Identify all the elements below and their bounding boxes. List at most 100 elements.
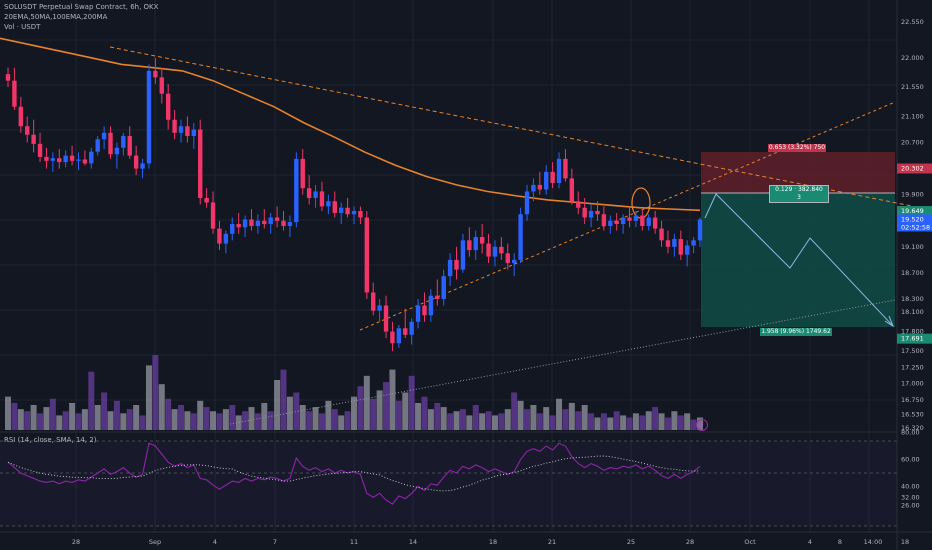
candle-body [390, 331, 395, 344]
volume-bar [479, 413, 486, 430]
volume-bar [427, 409, 434, 430]
candle-body [697, 219, 703, 241]
volume-bar [261, 402, 268, 430]
entry-label[interactable]: 0.129 · 382.840 3 [769, 185, 829, 203]
candle-body [101, 132, 107, 140]
time-tick-label: 18 [489, 538, 497, 546]
candle-body [153, 70, 158, 78]
candle-body [428, 295, 434, 316]
take-profit-label[interactable]: 1.958 (9.96%) 1749.62 [760, 328, 832, 336]
candle-body [652, 217, 658, 229]
volume-bar [453, 411, 460, 430]
volume-bar [639, 415, 646, 430]
candle-body [550, 171, 555, 183]
entry-price-tag: 19.649 [901, 207, 924, 215]
ema100-line [0, 37, 701, 212]
volume-bar [485, 411, 492, 430]
volume-bar [318, 413, 325, 430]
volume-bar [568, 402, 575, 430]
candle-body [691, 240, 696, 246]
current-price-tag: 19.520 [901, 215, 924, 223]
rsi-sma-line [7, 455, 701, 492]
candle-body [499, 246, 504, 254]
price-tick-label: 20.700 [901, 139, 924, 147]
candle-body [556, 158, 562, 183]
volume-bar [575, 411, 582, 430]
volume-bar [203, 407, 210, 430]
candle-body [287, 222, 293, 226]
volume-bar [383, 382, 390, 430]
volume-bar [658, 413, 665, 430]
volume-bar [312, 407, 319, 430]
time-tick-label: 21 [548, 538, 556, 546]
volume-bar [459, 409, 466, 430]
price-tick-label: 18.300 [901, 295, 924, 303]
candle-body [422, 305, 427, 316]
candle-body [210, 202, 216, 229]
entry-label-line-1: 0.129 · 382.840 [775, 186, 823, 193]
candle-body [582, 207, 587, 218]
volume-bar [524, 409, 530, 430]
volume-bar [434, 402, 441, 430]
volume-bar [75, 413, 82, 430]
volume-bar [56, 415, 63, 430]
volume-bar [229, 405, 236, 430]
candle-body [524, 191, 530, 215]
candle-body [518, 214, 523, 260]
candle-body [486, 243, 491, 257]
volume-bar [671, 411, 678, 430]
projection-arrow [704, 193, 894, 327]
candle-body [306, 188, 312, 198]
candle-body [121, 136, 126, 148]
candle-body [640, 215, 645, 226]
volume-bar [677, 415, 684, 430]
volume-bar [145, 365, 152, 430]
candle-body [569, 178, 575, 202]
price-tick-label: 18.100 [901, 308, 924, 316]
candle-body [351, 210, 357, 215]
rsi-pane [0, 431, 897, 527]
projection-path[interactable] [704, 193, 895, 328]
current-price-tag-countdown: 02:52:58 [901, 223, 930, 231]
candle-body [326, 201, 331, 207]
candle-body [281, 220, 286, 226]
volume-bar [293, 392, 300, 430]
volume-bar [299, 405, 306, 430]
stop-loss-label[interactable]: 0.653 (3.32%) 750 [768, 144, 826, 152]
volume-bar [363, 375, 370, 430]
volume-bar [267, 411, 274, 430]
candle-body [473, 237, 478, 251]
volume-bar [607, 417, 614, 430]
price-tick-label: 17.250 [901, 363, 924, 371]
time-tick-label: 14 [409, 538, 417, 546]
volume-bar [139, 415, 146, 430]
candle-body [537, 184, 543, 190]
volume-bar [216, 413, 223, 430]
candle-body [454, 259, 459, 270]
alert-icon[interactable]: ⚡ [696, 419, 708, 431]
volume-bar [357, 386, 364, 430]
candle-body [82, 159, 88, 164]
candle-body [505, 253, 510, 264]
volume-bar [120, 413, 127, 430]
position-zones[interactable] [701, 152, 895, 327]
volume-bar [472, 405, 479, 430]
volume-bar [248, 407, 255, 430]
price-tick-label: 16.530 [901, 410, 924, 418]
time-tick-label: 4 [808, 538, 812, 546]
candle-body [460, 240, 466, 270]
time-tick-label: Oct [744, 538, 756, 546]
volume-bar [5, 396, 11, 430]
entry-price-tag-bg [897, 206, 932, 217]
time-tick-label: 28 [72, 538, 80, 546]
volume-bar [370, 398, 377, 430]
ascending-trendline [359, 101, 896, 331]
candle-body [563, 158, 568, 179]
rsi-band [0, 441, 897, 526]
volume-bar [530, 405, 537, 430]
candle-body [165, 93, 171, 120]
volume-bar [543, 407, 550, 430]
volume-bar [274, 380, 281, 430]
